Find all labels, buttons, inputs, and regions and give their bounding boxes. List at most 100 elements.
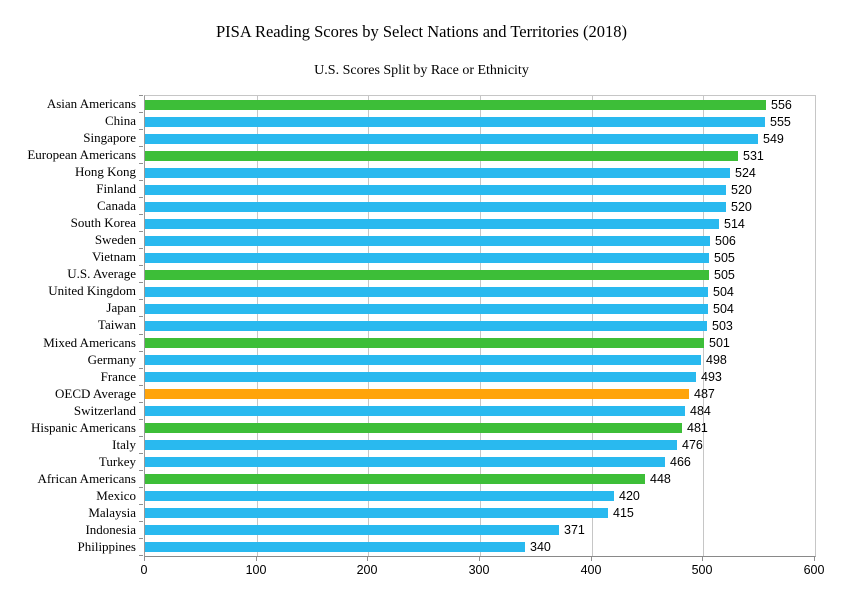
bar-us_group (145, 100, 766, 110)
value-label: 520 (731, 200, 752, 214)
y-axis-tick (139, 282, 143, 283)
plot-area: 556 555 549 531 524 520 520 514 506 505 505 504 504 5… (144, 95, 816, 557)
value-label: 484 (690, 404, 711, 418)
bar-country (145, 372, 696, 382)
y-axis-tick (139, 316, 143, 317)
value-label: 487 (694, 387, 715, 401)
x-axis-tick-label: 300 (468, 563, 490, 577)
value-label: 524 (735, 166, 756, 180)
value-label: 501 (709, 336, 730, 350)
bar-country (145, 321, 707, 331)
y-axis-tick (139, 487, 143, 488)
y-axis-tick (139, 248, 143, 249)
category-label: Mixed Americans (43, 335, 136, 350)
bar-country (145, 508, 608, 518)
x-axis-tick-label: 500 (691, 563, 713, 577)
value-label: 505 (714, 268, 735, 282)
y-axis-tick (139, 146, 143, 147)
category-label: Hispanic Americans (30, 420, 136, 435)
value-label: 514 (724, 217, 745, 231)
y-axis-tick (139, 265, 143, 266)
category-label: Sweden (94, 232, 136, 247)
category-label: China (104, 113, 136, 128)
value-label: 506 (715, 234, 736, 248)
y-axis-tick (139, 129, 143, 130)
bar-country (145, 304, 708, 314)
y-axis-tick (139, 180, 143, 181)
value-label: 504 (713, 285, 734, 299)
value-label: 555 (770, 115, 791, 129)
y-axis-tick (139, 231, 143, 232)
y-axis-tick (139, 470, 143, 471)
value-label: 505 (714, 251, 735, 265)
category-label: U.S. Average (67, 266, 136, 281)
bar-oecd (145, 389, 689, 399)
category-label: Italy (112, 437, 136, 452)
bar-us_group (145, 151, 738, 161)
bar-country (145, 491, 614, 501)
category-label: Finland (96, 181, 136, 196)
x-axis-tick (144, 557, 145, 561)
y-axis-tick (139, 112, 143, 113)
category-label: United Kingdom (48, 283, 136, 298)
y-axis-tick (139, 334, 143, 335)
value-label: 549 (763, 132, 784, 146)
bar-country (145, 168, 730, 178)
category-label: Malaysia (88, 505, 136, 520)
bar-us_group (145, 474, 645, 484)
y-axis-tick (139, 197, 143, 198)
category-label: Asian Americans (46, 96, 136, 111)
value-label: 476 (682, 438, 703, 452)
y-axis-tick (139, 385, 143, 386)
bar-country (145, 355, 701, 365)
bar-country (145, 287, 708, 297)
category-label: Japan (106, 300, 136, 315)
category-label: Germany (87, 352, 136, 367)
value-label: 498 (706, 353, 727, 367)
y-axis-tick (139, 453, 143, 454)
bar-us_group (145, 338, 704, 348)
value-label: 371 (564, 523, 585, 537)
category-label: Singapore (83, 130, 136, 145)
value-label: 493 (701, 370, 722, 384)
category-label: African Americans (37, 471, 136, 486)
value-label: 504 (713, 302, 734, 316)
chart-subtitle: U.S. Scores Split by Race or Ethnicity (314, 63, 529, 78)
x-axis-tick-label: 200 (356, 563, 378, 577)
value-label: 520 (731, 183, 752, 197)
bar-country (145, 440, 677, 450)
bar-country (145, 457, 665, 467)
category-label: European Americans (27, 147, 136, 162)
x-axis-tick-label: 600 (803, 563, 825, 577)
y-axis-tick (139, 555, 143, 556)
x-axis-tick-label: 100 (245, 563, 267, 577)
y-axis-tick (139, 299, 143, 300)
category-label: Taiwan (97, 317, 136, 332)
bar-country (145, 202, 726, 212)
category-label: Philippines (77, 539, 136, 554)
category-label: Mexico (96, 488, 136, 503)
y-axis-tick (139, 419, 143, 420)
x-axis-tick (702, 557, 703, 561)
value-label: 448 (650, 472, 671, 486)
category-label: France (100, 369, 136, 384)
bar-country (145, 542, 525, 552)
x-axis-tick-label: 400 (580, 563, 602, 577)
bar-country (145, 253, 709, 263)
x-axis-tick (479, 557, 480, 561)
bar-country (145, 117, 765, 127)
bar-country (145, 219, 719, 229)
y-axis-tick (139, 95, 143, 96)
category-label: OECD Average (55, 386, 136, 401)
x-axis-tick (814, 557, 815, 561)
value-label: 556 (771, 98, 792, 112)
category-label: Canada (97, 198, 136, 213)
value-label: 531 (743, 149, 764, 163)
value-label: 481 (687, 421, 708, 435)
y-axis-tick (139, 538, 143, 539)
bar-country (145, 236, 710, 246)
x-axis-tick (256, 557, 257, 561)
category-label: Hong Kong (74, 164, 136, 179)
bar-country (145, 134, 758, 144)
